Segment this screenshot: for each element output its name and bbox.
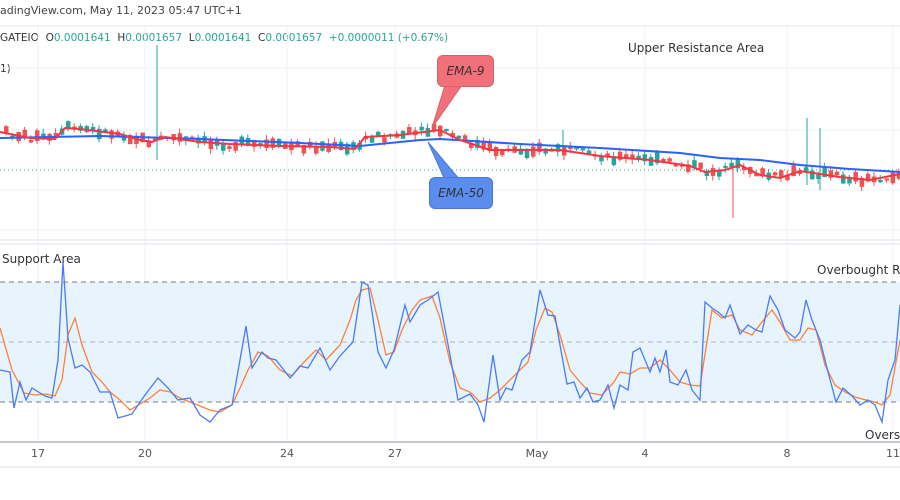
change-value: +0.0000011 (+0.67%) [328, 32, 449, 44]
upper-resistance-label: Upper Resistance Area [628, 41, 765, 55]
x-tick-label: 20 [138, 447, 152, 460]
x-tick-label: 17 [31, 447, 45, 460]
open-value: 0.0001641 [53, 32, 111, 44]
x-tick-label: 4 [641, 447, 649, 460]
ema50-callout: EMA-50 [429, 177, 493, 209]
indicator-legend: 1) [0, 63, 11, 75]
x-tick-label: 11 [886, 447, 900, 460]
overbought-label: Overbought Re [817, 263, 900, 277]
symbol: GATEIO [0, 32, 39, 44]
ema9-callout: EMA-9 [437, 55, 494, 87]
high-value: 0.0001657 [125, 32, 183, 44]
oversold-label: Overso [865, 428, 900, 442]
chart-source-timestamp: adingView.com, May 11, 2023 05:47 UTC+1 [0, 4, 242, 17]
support-area-label: Support Area [2, 252, 81, 266]
x-tick-label: May [525, 447, 549, 460]
x-tick-label: 27 [388, 447, 402, 460]
low-value: 0.0001641 [194, 32, 252, 44]
ohlc-legend: GATEIO O0.0001641 H0.0001657 L0.0001641 … [0, 32, 449, 44]
close-value: 0.0001657 [265, 32, 323, 44]
x-tick-label: 8 [783, 447, 791, 460]
x-tick-label: 24 [280, 447, 294, 460]
